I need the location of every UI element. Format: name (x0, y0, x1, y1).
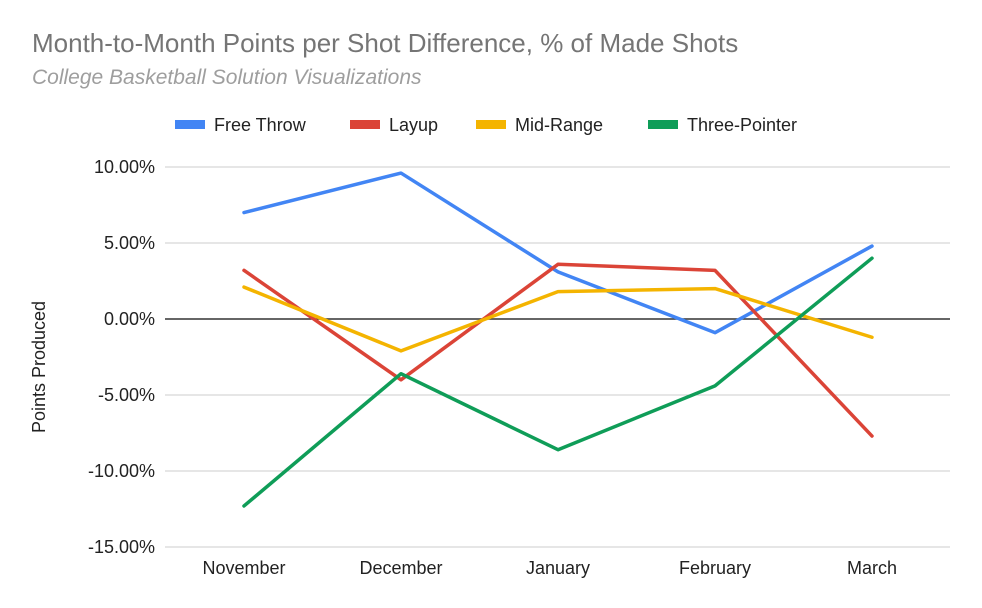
legend-label-free-throw: Free Throw (214, 115, 307, 135)
y-tick-label: 0.00% (104, 309, 155, 329)
x-tick-label: December (359, 558, 442, 578)
y-tick-label: -5.00% (98, 385, 155, 405)
gridlines (165, 166, 950, 548)
legend-swatch-mid-range (476, 120, 506, 129)
legend-label-layup: Layup (389, 115, 438, 135)
y-tick-label: 5.00% (104, 233, 155, 253)
series-lines (242, 171, 874, 508)
x-tick-label: January (526, 558, 590, 578)
legend-label-three-pointer: Three-Pointer (687, 115, 797, 135)
legend-swatch-free-throw (175, 120, 205, 129)
chart-subtitle: College Basketball Solution Visualizatio… (32, 66, 422, 89)
x-tick-label: March (847, 558, 897, 578)
x-axis-ticks: November December January February March (202, 558, 897, 578)
x-tick-label: February (679, 558, 751, 578)
legend-swatch-three-pointer (648, 120, 678, 129)
y-tick-label: -10.00% (88, 461, 155, 481)
legend: Free Throw Layup Mid-Range Three-Pointer (175, 115, 797, 135)
x-tick-label: November (202, 558, 285, 578)
y-axis-ticks: 10.00% 5.00% 0.00% -5.00% -10.00% -15.00% (88, 157, 155, 557)
series-line-mid-range (242, 285, 874, 353)
series-line-layup (242, 262, 874, 438)
y-tick-label: -15.00% (88, 537, 155, 557)
y-tick-label: 10.00% (94, 157, 155, 177)
legend-label-mid-range: Mid-Range (515, 115, 603, 135)
chart-title: Month-to-Month Points per Shot Differenc… (32, 28, 739, 58)
y-axis-title: Points Produced (29, 301, 49, 433)
series-line-three-pointer (242, 256, 874, 508)
legend-swatch-layup (350, 120, 380, 129)
